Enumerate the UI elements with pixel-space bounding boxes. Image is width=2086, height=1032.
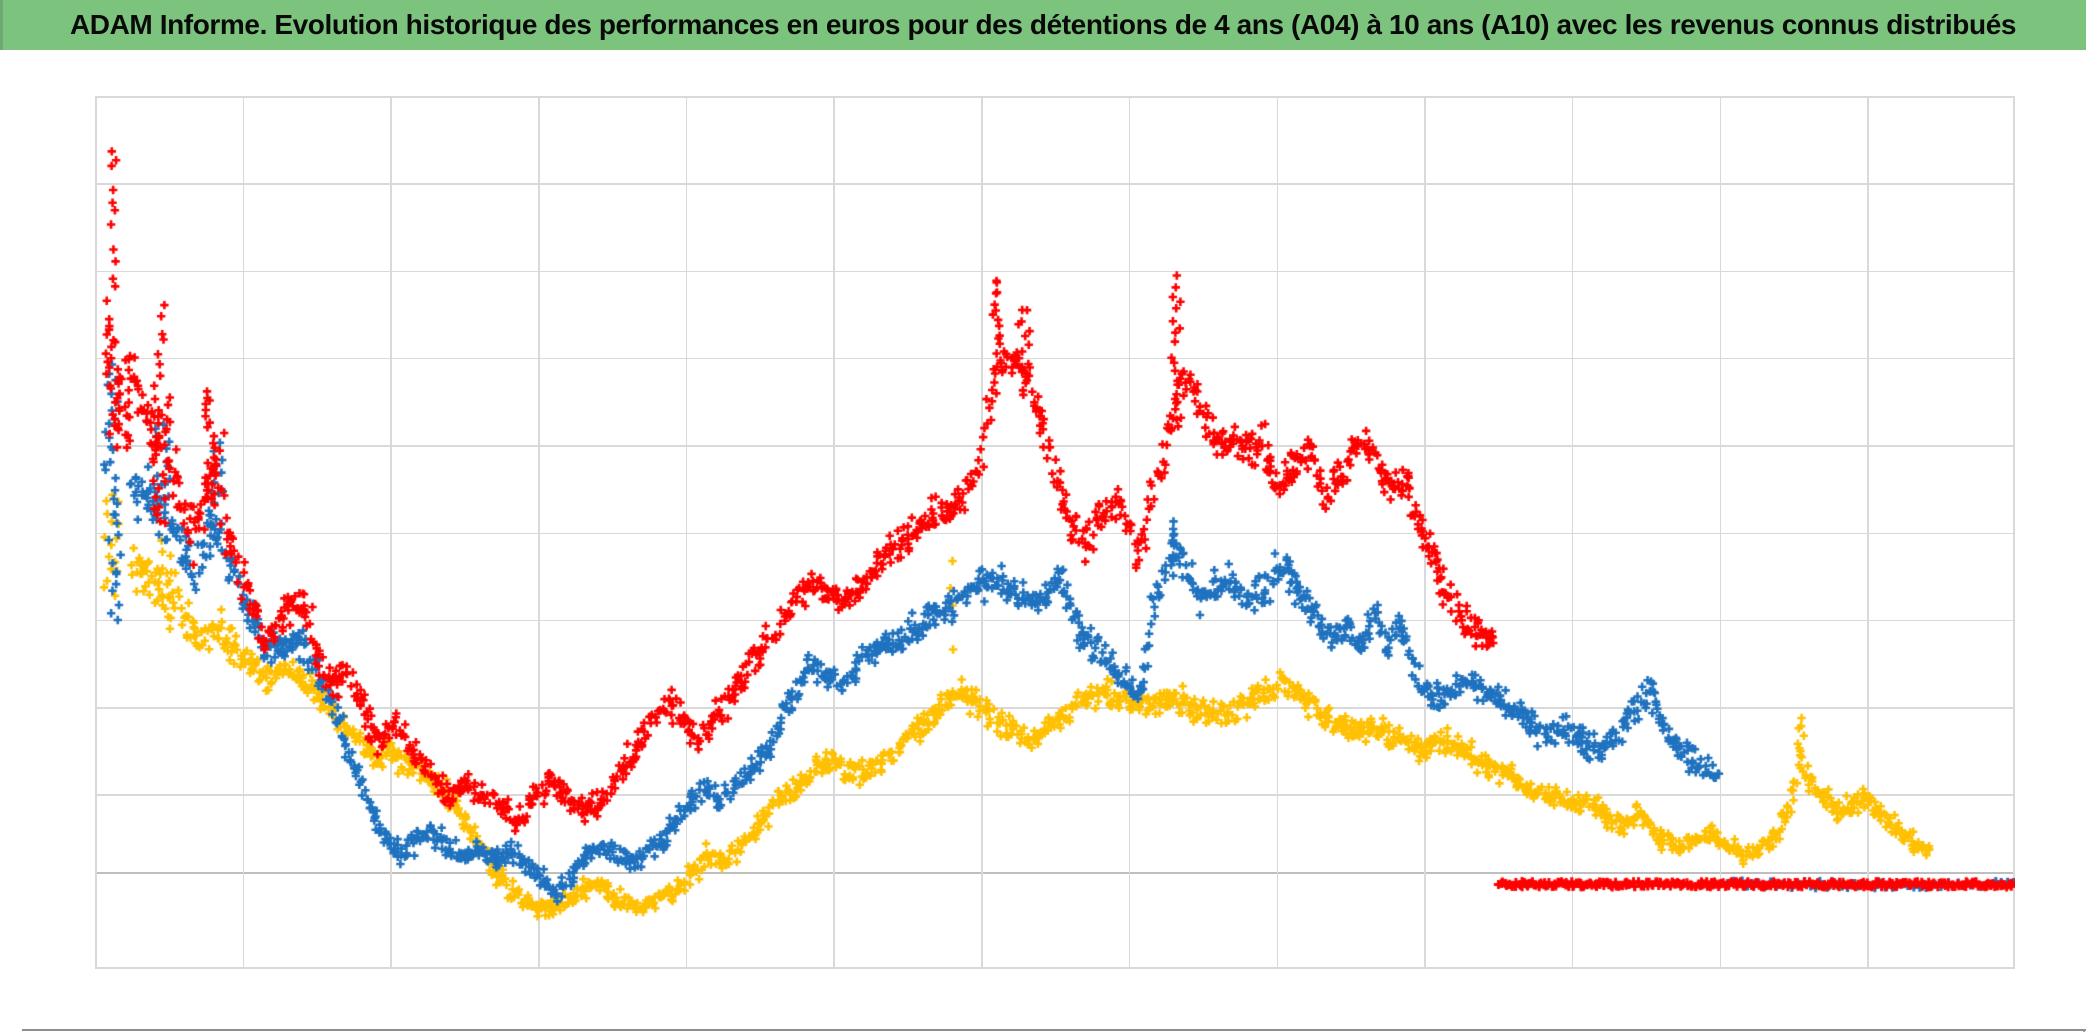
scatter-canvas [95, 96, 2015, 969]
page-title: ADAM Informe. Evolution historique des p… [69, 9, 2017, 40]
page-edge-bottom [22, 1029, 2086, 1031]
title-bar: ADAM Informe. Evolution historique des p… [0, 0, 2086, 50]
title-bar-edge [0, 0, 3, 50]
chart-object[interactable] [0, 50, 2086, 1029]
plot-area [95, 96, 2015, 969]
